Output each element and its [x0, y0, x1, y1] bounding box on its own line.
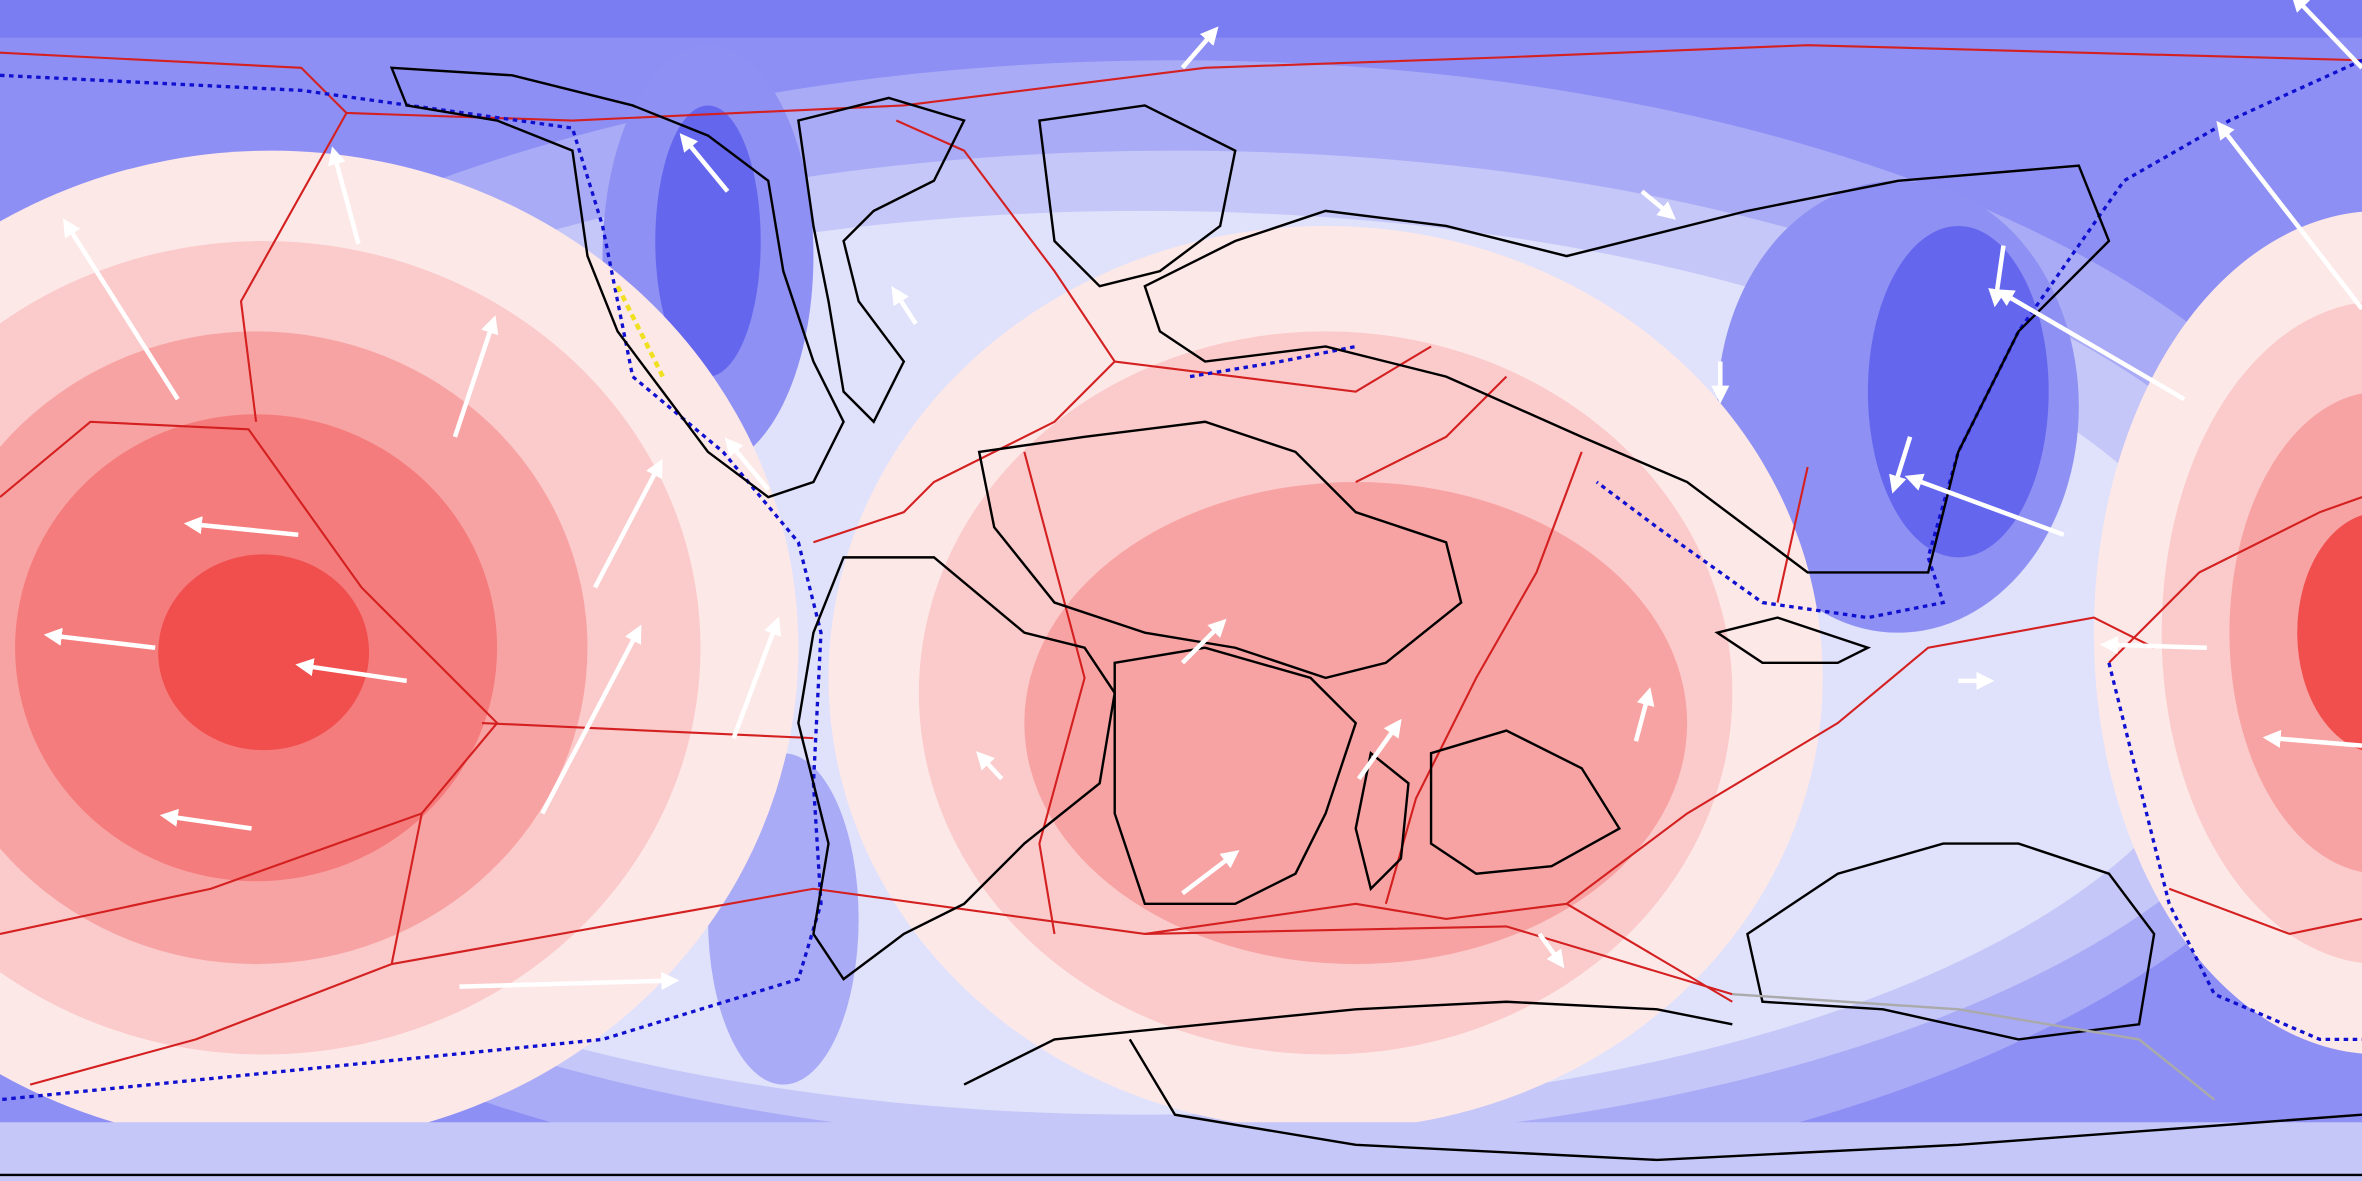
- contour: [0, 1122, 2362, 1181]
- coastline: [1038, 104, 1237, 288]
- coastline: [977, 420, 1463, 680]
- subduction-zones: [0, 58, 2362, 1102]
- plate-boundaries: [0, 44, 2362, 1086]
- coastline: [1429, 729, 1622, 875]
- velocity-arrow: [2216, 120, 2362, 311]
- contour: [158, 554, 370, 751]
- velocity-arrows: [43, 0, 2362, 990]
- plate-boundary: [0, 44, 2362, 122]
- subduction-zone: [1189, 344, 1357, 379]
- coastline: [1714, 616, 1872, 665]
- plate-boundary: [813, 119, 1508, 544]
- velocity-arrow: [328, 146, 361, 245]
- coastline: [1354, 751, 1410, 892]
- velocity-arrow: [2262, 729, 2362, 748]
- coastline: [797, 96, 966, 424]
- contour: [2229, 393, 2362, 872]
- coastline: [1732, 993, 2216, 1101]
- velocity-arrow: [62, 218, 180, 401]
- velocity-arrow: [1640, 189, 1677, 220]
- velocity-arrow: [1181, 850, 1240, 896]
- velocity-arrow: [1995, 289, 2186, 402]
- plate-boundary: [2108, 496, 2362, 936]
- velocity-arrow: [1633, 687, 1655, 742]
- coastline: [1143, 164, 2111, 574]
- contour: [1867, 225, 2049, 558]
- velocity-arrow: [1356, 718, 1402, 781]
- subduction-zone: [1595, 58, 2362, 620]
- velocity-arrow: [731, 616, 782, 739]
- velocity-arrow: [679, 133, 730, 193]
- coastline: [963, 1000, 1733, 1086]
- coastline: [797, 556, 1116, 981]
- velocity-arrow: [1889, 436, 1913, 494]
- coastline: [1746, 842, 2156, 1041]
- velocity-arrow: [2290, 0, 2362, 70]
- velocity-arrow: [976, 751, 1004, 781]
- velocity-arrow: [593, 458, 663, 589]
- plate-boundary: [1023, 451, 2155, 935]
- velocity-arrow: [159, 808, 252, 831]
- velocity-arrow: [1904, 473, 2065, 537]
- subduction-zone: [2107, 662, 2362, 1042]
- coastlines: [0, 66, 2362, 1177]
- plate-boundary: [239, 112, 348, 422]
- contour: [2297, 515, 2362, 751]
- velocity-arrow: [891, 286, 918, 326]
- subduction-zone: [0, 73, 823, 1102]
- velocity-arrow: [1537, 932, 1565, 969]
- velocity-arrow: [2099, 635, 2207, 655]
- contour: [0, 0, 2362, 38]
- coastline: [389, 66, 845, 499]
- velocity-arrow: [1180, 26, 1219, 70]
- contour: [655, 105, 761, 377]
- coastline: [1113, 646, 1358, 906]
- coastline: [1128, 1038, 2362, 1162]
- velocity-arrow: [540, 624, 642, 815]
- plate-boundary: [0, 420, 499, 1086]
- velocity-arrow: [183, 516, 299, 538]
- velocity-arrow: [459, 971, 680, 990]
- velocity-arrow: [724, 437, 770, 492]
- plate-boundary: [1384, 451, 1809, 1003]
- velocity-arrow: [452, 315, 499, 438]
- velocity-arrow: [1180, 618, 1227, 665]
- velocity-arrow: [295, 658, 408, 684]
- velocity-arrow: [43, 627, 156, 650]
- velocity-arrow: [1988, 245, 2007, 308]
